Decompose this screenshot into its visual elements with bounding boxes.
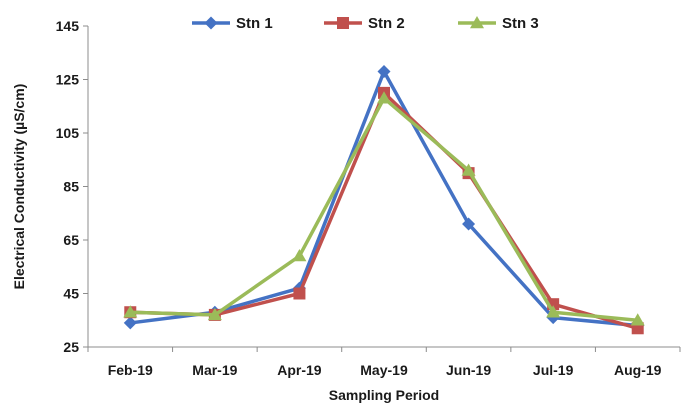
y-tick-label: 85 bbox=[63, 179, 79, 195]
legend-marker bbox=[337, 17, 349, 29]
x-tick-label: Jun-19 bbox=[446, 362, 491, 378]
data-point bbox=[377, 64, 391, 78]
legend-marker bbox=[204, 16, 218, 30]
series-2 bbox=[124, 86, 644, 335]
data-point bbox=[123, 316, 137, 330]
series-line bbox=[130, 91, 639, 330]
data-point bbox=[546, 305, 561, 318]
x-tick-label: Apr-19 bbox=[277, 362, 322, 378]
legend-label: Stn 3 bbox=[502, 15, 539, 32]
series-3 bbox=[123, 91, 645, 326]
legend-marker bbox=[470, 16, 484, 29]
data-point bbox=[461, 163, 476, 176]
x-axis-title: Sampling Period bbox=[329, 387, 439, 403]
x-tick-label: May-19 bbox=[360, 362, 408, 378]
x-tick-label: Feb-19 bbox=[108, 362, 153, 378]
y-tick-label: 65 bbox=[63, 232, 79, 248]
y-tick-label: 105 bbox=[56, 125, 80, 141]
data-point bbox=[630, 313, 645, 326]
data-point bbox=[377, 91, 391, 104]
legend-label: Stn 1 bbox=[236, 15, 273, 32]
y-axis-title: Electrical Conductivity (µS/cm) bbox=[11, 84, 27, 290]
y-ticks: 25 45 65 85 105 125 145 bbox=[56, 18, 88, 355]
legend: Stn 1 Stn 2 Stn 3 bbox=[192, 15, 539, 32]
legend-item: Stn 3 bbox=[458, 15, 539, 32]
y-tick-label: 145 bbox=[56, 18, 80, 34]
legend-item: Stn 2 bbox=[324, 15, 405, 32]
x-tick-label: Aug-19 bbox=[614, 362, 662, 378]
series-layer bbox=[123, 64, 645, 335]
legend-item: Stn 1 bbox=[192, 15, 273, 32]
y-tick-label: 25 bbox=[63, 339, 79, 355]
x-tick-label: Jul-19 bbox=[533, 362, 574, 378]
y-tick-label: 125 bbox=[56, 72, 80, 88]
x-ticks: Feb-19 Mar-19 Apr-19 May-19 Jun-19 Jul-19 Aug-… bbox=[87, 347, 681, 378]
legend-label: Stn 2 bbox=[368, 15, 405, 32]
data-point bbox=[293, 287, 306, 300]
series-line bbox=[130, 69, 638, 328]
data-point bbox=[292, 249, 307, 262]
data-point bbox=[207, 307, 222, 321]
series-line bbox=[130, 96, 638, 322]
x-tick-label: Mar-19 bbox=[192, 362, 237, 378]
series-1 bbox=[123, 64, 645, 333]
data-point bbox=[123, 305, 138, 318]
y-tick-label: 45 bbox=[63, 286, 79, 302]
data-point bbox=[462, 217, 476, 231]
